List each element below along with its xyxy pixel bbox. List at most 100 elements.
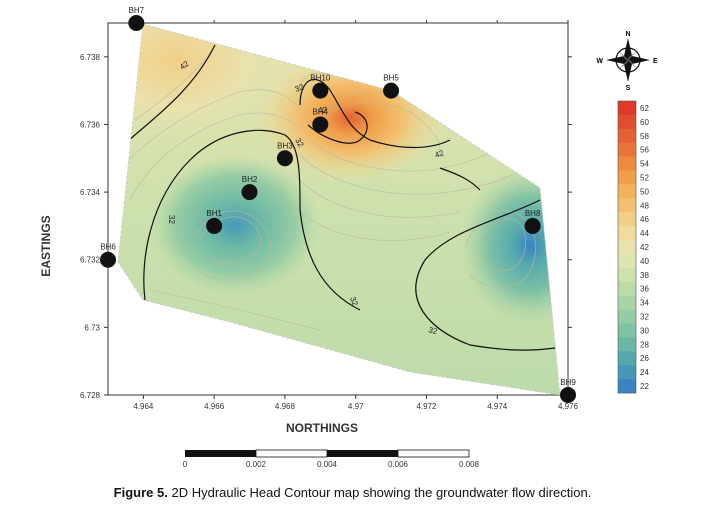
borehole-label: BH4 [313,107,329,116]
legend-value-label: 62 [640,104,649,113]
legend-value-label: 52 [640,173,649,182]
y-tick-label: 6.732 [80,256,101,265]
color-legend: 62 60 58 56 54 52 50 48 46 44 42 40 38 36 34 32 30 28 26 24… [617,100,649,394]
compass-north-arrow [624,38,632,60]
legend-swatch [618,337,636,352]
borehole-marker [312,116,329,133]
scale-label: 0.002 [246,460,267,469]
legend-value-label: 24 [640,368,649,377]
borehole-bh6: BH6 [100,243,116,268]
borehole-marker [241,184,258,201]
y-tick-label: 6.736 [80,120,101,129]
scale-segment [185,450,256,457]
legend-value-label: 36 [640,285,649,294]
compass-s-label: S [626,85,631,92]
contour-label: 32 [294,82,306,94]
legend-swatch [618,101,636,116]
compass-south-arrow [624,60,632,82]
legend-value-label: 28 [640,340,649,349]
borehole-bh1: BH1 [206,209,222,234]
legend-swatch [618,170,636,185]
borehole-marker [276,150,293,167]
scale-segment [397,449,470,458]
x-tick-label: 4.972 [416,402,437,411]
legend-swatch [618,365,636,380]
legend-swatch [618,281,636,296]
borehole-label: BH6 [100,243,116,252]
x-tick-label: 4.976 [558,402,579,411]
legend-value-label: 30 [640,326,649,335]
legend-swatch [618,253,636,269]
borehole-marker [100,251,116,268]
borehole-marker [312,82,329,99]
legend-swatch [618,212,636,227]
borehole-bh8: BH8 [524,209,541,234]
legend-swatch [618,184,636,199]
borehole-bh2: BH2 [241,175,258,201]
scale-label: 0.006 [388,460,409,469]
legend-value-label: 32 [640,313,649,322]
legend-swatch [618,128,636,144]
borehole-label: BH2 [242,175,258,184]
figure-caption: Figure 5. 2D Hydraulic Head Contour map … [0,485,705,500]
scale-bar: 0 0.002 0.004 0.006 0.008 [183,449,480,469]
legend-swatch [618,295,636,310]
legend-swatch [618,309,636,324]
legend-value-label: 56 [640,146,649,155]
borehole-marker [206,217,223,234]
scale-segment [327,450,398,457]
scale-label: 0.008 [459,460,480,469]
legend-value-label: 46 [640,215,649,224]
legend-swatch [618,379,636,394]
legend-value-label: 38 [640,271,649,280]
y-tick-label: 6.738 [80,53,101,62]
legend-value-label: 42 [640,243,649,252]
legend-swatch [618,114,636,130]
y-tick-label: 6.734 [80,188,101,197]
x-tick-label: 4.968 [275,402,296,411]
contour-label: 32 [167,215,176,224]
borehole-bh7: BH7 [128,6,145,31]
survey-boundary [117,23,561,396]
compass-w-label: W [596,58,603,65]
borehole-label: BH3 [277,141,293,150]
borehole-label: BH9 [560,378,576,387]
y-axis-title: EASTINGS [39,215,53,276]
y-tick-label: 6.728 [80,391,101,400]
borehole-bh5: BH5 [383,74,399,99]
borehole-bh9: BH9 [560,378,576,403]
legend-swatch [618,267,636,283]
legend-value-label: 34 [640,299,649,308]
borehole-markers: BH7 BH10 BH5 BH4 BH3 BH2 BH1 BH6 BH8 BH9 [100,6,576,403]
scale-label: 0.004 [317,460,338,469]
compass-east-arrow [628,56,650,64]
legend-swatch [618,226,636,241]
legend-frame [617,100,637,394]
legend-value-label: 54 [640,160,649,169]
figure-caption-text: 2D Hydraulic Head Contour map showing th… [167,485,592,500]
legend-value-label: 40 [640,257,649,266]
compass-west-arrow [606,56,628,64]
y-tick-label: 6.73 [84,323,100,332]
legend-value-label: 26 [640,354,649,363]
contour-label: 32 [427,325,438,336]
plot-frame [107,22,569,396]
legend-swatch [618,323,636,338]
contour-label: 42 [434,148,446,160]
legend-swatch [618,142,636,157]
compass-n-label: N [625,31,630,38]
borehole-label: BH8 [525,209,541,218]
contour-value-labels: 42 32 32 42 42 32 32 32 [167,59,446,337]
borehole-marker [128,15,145,31]
borehole-marker [560,387,576,403]
borehole-bh3: BH3 [276,141,293,167]
borehole-label: BH10 [310,74,331,83]
legend-swatch [618,198,636,213]
scale-segment [255,449,328,458]
legend-value-label: 58 [640,132,649,141]
contour-label: 32 [348,296,360,308]
legend-value-label: 44 [640,229,649,238]
legend-value-label: 50 [640,187,649,196]
contour-label: 42 [318,106,327,115]
legend-value-label: 48 [640,201,649,210]
